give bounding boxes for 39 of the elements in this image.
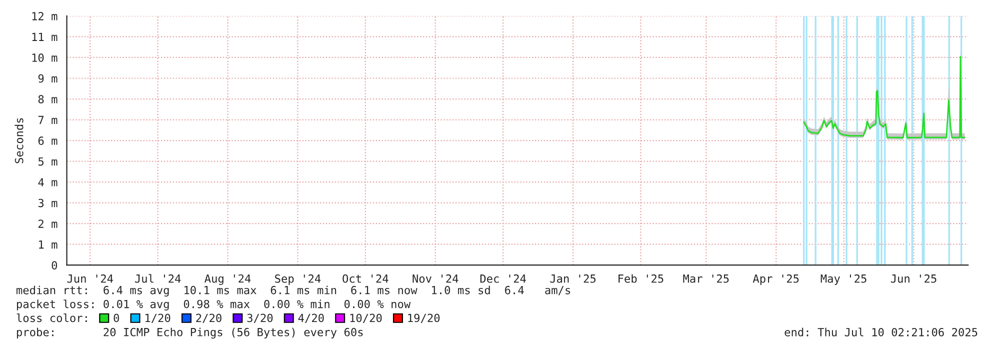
legend-label: 19/20 <box>408 314 440 324</box>
x-tick-label: Jan '25 <box>550 274 596 283</box>
y-tick-label: 5 m <box>38 157 58 166</box>
legend-label: 3/20 <box>247 314 273 324</box>
x-tick-label: Nov '24 <box>412 274 458 283</box>
y-tick-label: 8 m <box>38 95 58 104</box>
text: probe: 20 ICMP Echo Pings (56 Bytes) every 60s <box>16 328 363 339</box>
x-tick-label: Jul '24 <box>134 274 181 283</box>
x-tick-label: Sep '24 <box>275 274 321 285</box>
y-tick-label: 10 m <box>32 53 58 62</box>
y-tick-label: 9 m <box>38 74 58 83</box>
x-tick-label: Feb '25 <box>618 274 664 283</box>
y-tick-label: 11 m <box>32 32 58 41</box>
x-tick-label: Dec '24 <box>480 274 526 283</box>
x-tick-label: Oct '24 <box>342 274 388 283</box>
y-tick-label: 0 <box>52 261 58 270</box>
y-tick-label: 7 m <box>38 116 58 124</box>
text: median rtt: 6.4 ms avg 10.1 ms max 6.1 ms min 6.1 ms now 1.0 ms sd 6.4 am/s <box>16 286 570 297</box>
legend-label: 4/20 <box>298 314 324 324</box>
text: end: Thu Jul 10 02:21:06 2025 <box>784 328 978 336</box>
y-tick-label: 4 m <box>38 178 58 186</box>
x-tick-label: Jun '24 <box>67 274 113 283</box>
x-tick-label: Aug '24 <box>204 274 251 285</box>
y-axis-title: Seconds <box>14 118 24 164</box>
legend-label: 2/20 <box>196 314 222 324</box>
legend-label: 10/20 <box>350 314 382 324</box>
x-tick-label: Apr '25 <box>752 274 799 285</box>
x-tick-label: Jun '25 <box>890 274 936 283</box>
y-tick-label: 3 m <box>38 198 58 208</box>
legend-label: 0 <box>114 314 119 322</box>
text: packet loss: 0.01 % avg 0.98 % max 0.00 % min 0.00 % now <box>16 300 411 310</box>
x-tick-label: May '25 <box>820 274 866 285</box>
legend-label: 1/20 <box>146 314 170 324</box>
legend-title: loss color: <box>16 313 87 322</box>
x-tick-label: Mar '25 <box>683 274 729 283</box>
y-tick-label: 6 m <box>38 136 58 145</box>
y-tick-label: 2 m <box>38 220 58 228</box>
y-tick-label: 1 m <box>39 240 58 249</box>
y-tick-label: 12 m <box>32 12 58 20</box>
